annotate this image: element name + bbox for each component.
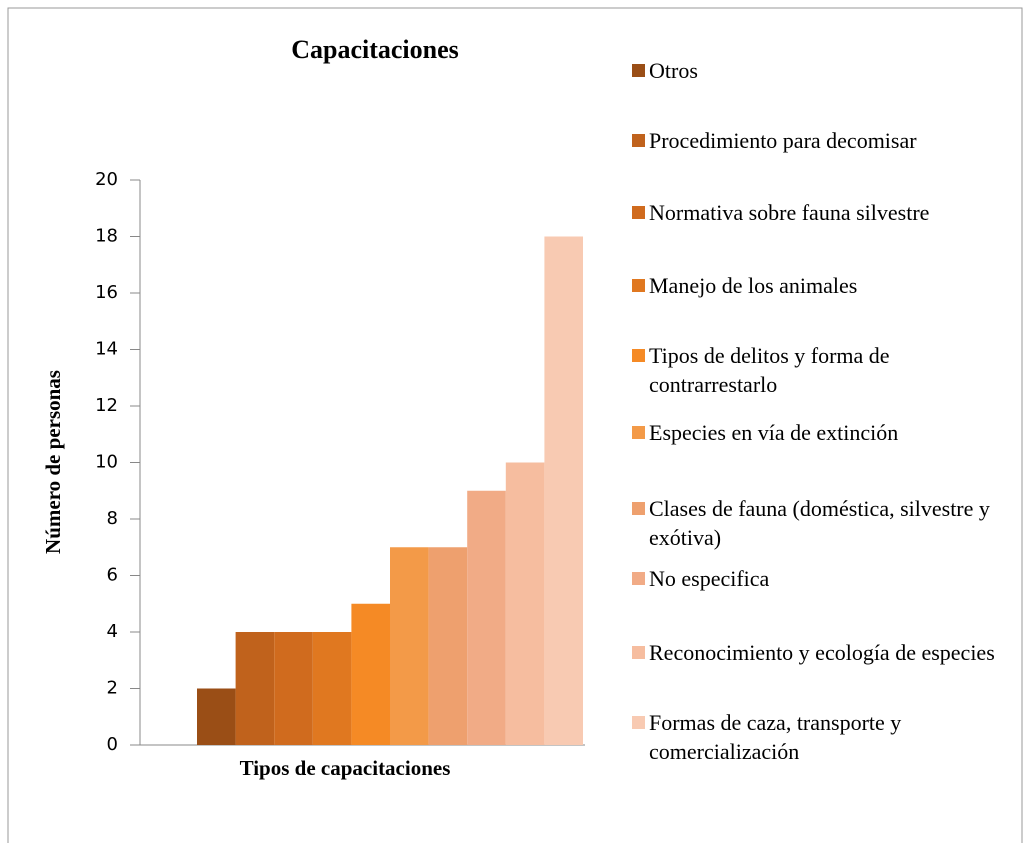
y-tick-label: 14 [95,339,118,360]
y-axis-label: Número de personas [41,370,65,554]
x-axis-label: Tipos de capacitaciones [240,756,451,780]
legend-swatch [632,64,645,77]
legend-swatch [632,572,645,585]
legend-label: Formas de caza, transporte y comercializ… [649,710,902,764]
legend-label: No especifica [649,566,770,591]
y-tick-label: 6 [107,565,118,586]
legend-label: Clases de fauna (doméstica, silvestre y … [649,496,990,550]
legend-item: Manejo de los animales [632,271,1012,300]
legend-swatch [632,279,645,292]
bar [274,632,313,745]
bar [197,688,236,745]
legend-item: Reconocimiento y ecología de especies [632,638,1012,667]
legend-item: No especifica [632,564,1012,593]
bar [312,632,352,745]
legend-swatch [632,716,645,729]
y-tick-label: 18 [95,226,118,247]
bar [544,236,583,745]
legend-swatch [632,206,645,219]
legend-swatch [632,426,645,439]
legend-label: Otros [649,58,698,83]
legend-swatch [632,502,645,515]
legend-item: Otros [632,56,1012,85]
y-tick-label: 16 [95,282,118,303]
bar [235,632,275,745]
legend-label: Especies en vía de extinción [649,420,899,445]
legend-label: Tipos de delitos y forma de contrarresta… [649,343,890,397]
chart-title: Capacitaciones [291,35,459,64]
y-tick-label: 12 [95,395,118,416]
y-tick-label: 0 [107,734,118,755]
legend-label: Normativa sobre fauna silvestre [649,200,930,225]
legend-item: Especies en vía de extinción [632,418,1012,447]
y-tick-label: 2 [107,678,118,699]
y-tick-label: 8 [107,508,118,529]
legend-item: Clases de fauna (doméstica, silvestre y … [632,494,1012,552]
legend-swatch [632,646,645,659]
legend-label: Manejo de los animales [649,273,858,298]
legend-label: Reconocimiento y ecología de especies [649,640,995,665]
y-tick-label: 20 [95,169,118,190]
y-tick-label: 10 [95,452,118,473]
legend-label: Procedimiento para decomisar [649,128,917,153]
frame [7,7,1023,843]
y-tick-label: 4 [107,621,118,642]
legend-swatch [632,349,645,362]
bar [505,462,545,745]
bar [351,603,390,745]
legend-item: Procedimiento para decomisar [632,126,1012,155]
legend-item: Tipos de delitos y forma de contrarresta… [632,341,1012,399]
bar [390,547,429,745]
legend-swatch [632,134,645,147]
legend-item: Normativa sobre fauna silvestre [632,198,1012,227]
bar [428,547,468,745]
legend-item: Formas de caza, transporte y comercializ… [632,708,1012,766]
bar [467,490,506,745]
